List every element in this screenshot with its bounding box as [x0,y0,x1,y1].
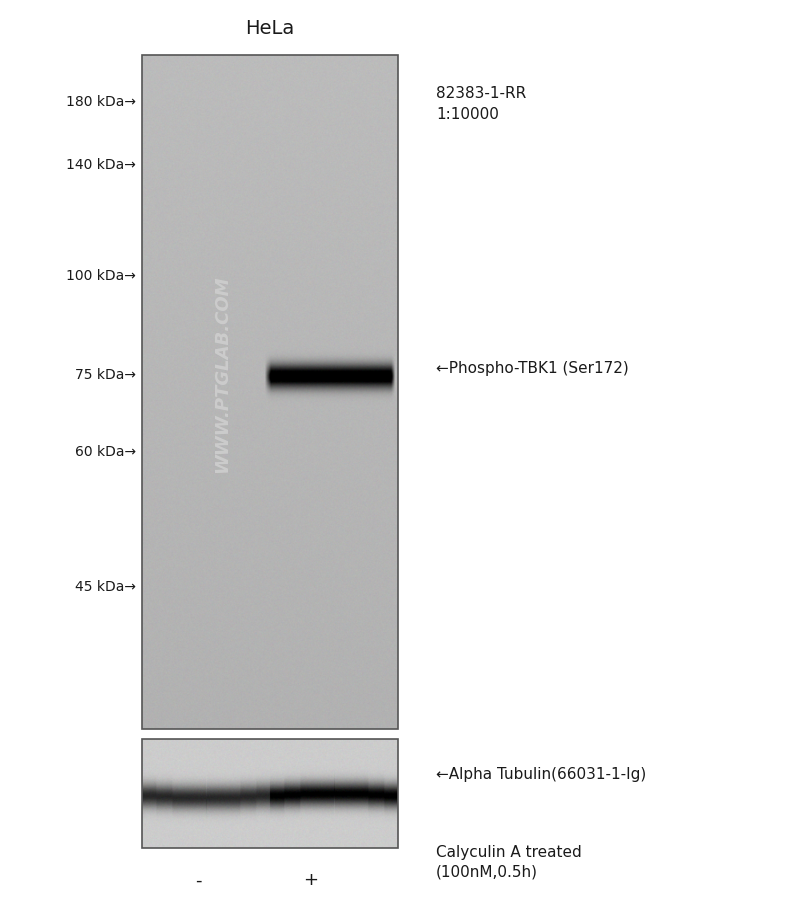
Text: ←Alpha Tubulin(66031-1-Ig): ←Alpha Tubulin(66031-1-Ig) [436,767,646,781]
Text: 45 kDa→: 45 kDa→ [75,580,136,594]
Text: -: - [195,870,202,888]
Text: Calyculin A treated
(100nM,0.5h): Calyculin A treated (100nM,0.5h) [436,844,582,879]
Text: HeLa: HeLa [246,19,294,39]
Text: 82383-1-RR
1:10000: 82383-1-RR 1:10000 [436,86,526,122]
Text: ←Phospho-TBK1 (Ser172): ←Phospho-TBK1 (Ser172) [436,361,629,375]
Text: +: + [303,870,318,888]
Text: 180 kDa→: 180 kDa→ [66,95,136,108]
Text: 60 kDa→: 60 kDa→ [75,445,136,458]
Bar [142,56,398,729]
Text: 100 kDa→: 100 kDa→ [66,268,136,282]
Text: WWW.PTGLAB.COM: WWW.PTGLAB.COM [213,276,231,473]
Text: 140 kDa→: 140 kDa→ [66,158,136,172]
Bar [142,740,398,848]
Text: 75 kDa→: 75 kDa→ [75,368,136,382]
